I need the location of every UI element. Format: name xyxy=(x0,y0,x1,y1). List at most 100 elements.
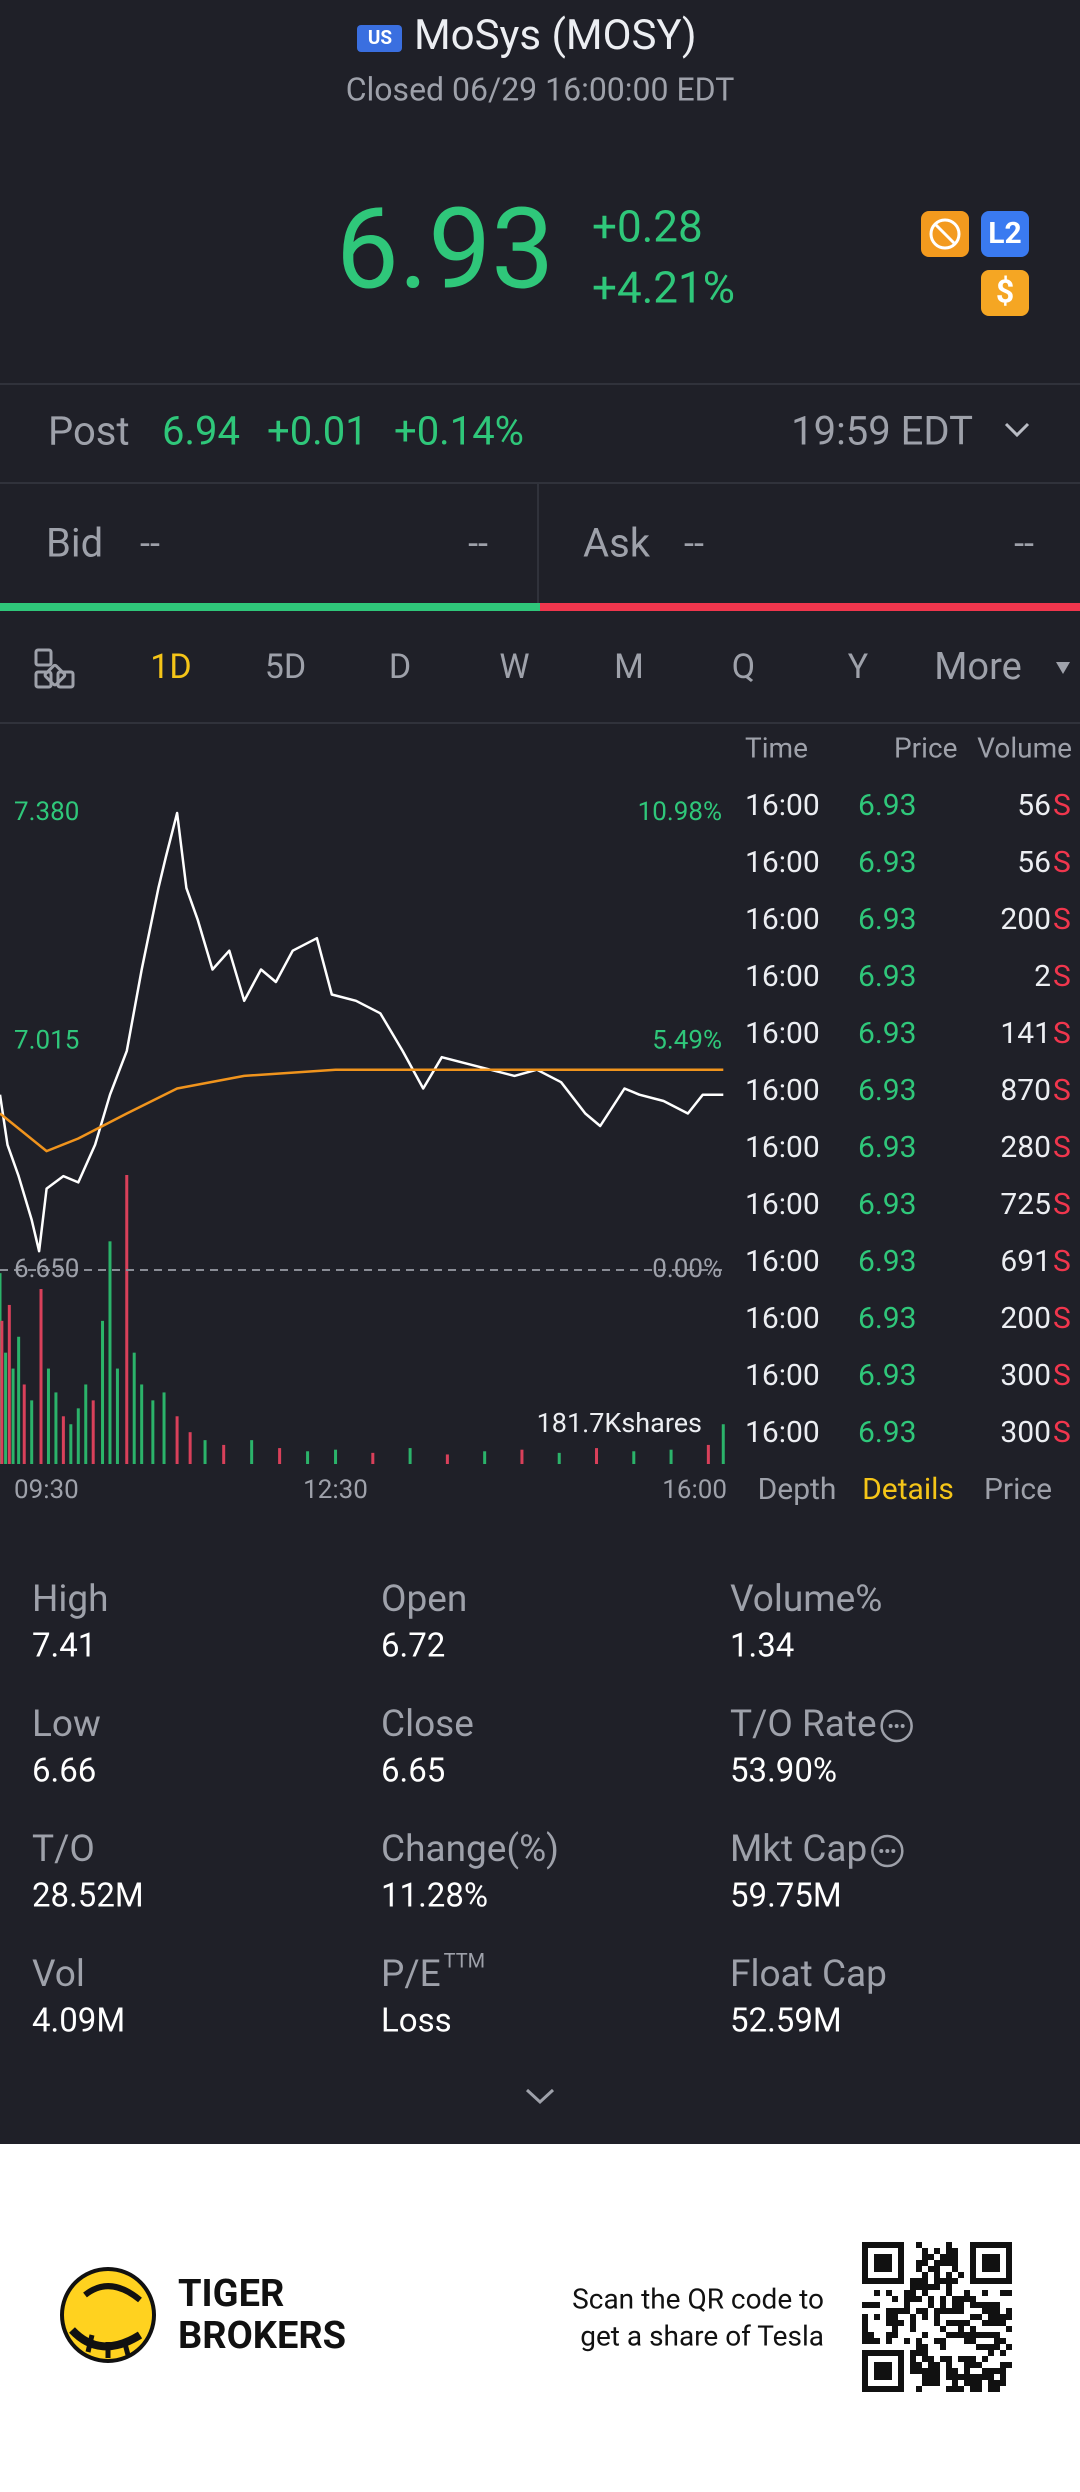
stat-value: 11.28% xyxy=(381,1877,488,1916)
info-icon[interactable] xyxy=(880,1709,913,1743)
qr-module xyxy=(892,2308,898,2314)
qr-module xyxy=(898,2350,904,2356)
qr-module xyxy=(898,2308,904,2314)
ask-label: Ask xyxy=(583,520,651,567)
qr-module xyxy=(958,2374,964,2380)
timeframe-tab[interactable]: More xyxy=(934,645,1022,689)
timeframe-tab[interactable]: W xyxy=(499,647,529,687)
qr-module xyxy=(940,2326,946,2332)
qr-module xyxy=(952,2302,958,2308)
volume-bar xyxy=(203,1440,207,1464)
layout-icon[interactable] xyxy=(34,648,75,689)
volume-bar xyxy=(175,1416,179,1464)
qr-module xyxy=(928,2380,934,2386)
qr-module xyxy=(862,2386,868,2392)
qr-module xyxy=(946,2362,952,2368)
timeframe-tab[interactable]: D xyxy=(389,647,411,687)
qr-module xyxy=(970,2266,976,2272)
trade-side: S xyxy=(1053,1130,1071,1165)
qr-module xyxy=(898,2374,904,2380)
trade-side: S xyxy=(1053,788,1071,823)
qr-module xyxy=(970,2254,976,2260)
qr-module xyxy=(916,2296,922,2302)
post-expand[interactable] xyxy=(1004,422,1030,438)
trade-time: 16:00 xyxy=(745,1358,820,1393)
qr-module xyxy=(982,2332,988,2338)
qr-module xyxy=(1006,2290,1012,2296)
qr-module xyxy=(988,2260,994,2266)
qr-module xyxy=(958,2302,964,2308)
qr-module xyxy=(1000,2242,1006,2248)
volume-bar xyxy=(250,1440,254,1464)
qr-module xyxy=(862,2380,868,2386)
qr-module xyxy=(952,2266,958,2272)
promo-panel xyxy=(0,2144,1080,2492)
trade-tab[interactable]: Details xyxy=(862,1472,954,1507)
volume-bar xyxy=(371,1452,375,1464)
trade-volume: 141 xyxy=(1000,1016,1051,1051)
trade-price: 6.93 xyxy=(858,959,917,994)
y-tick-label: 6.650 xyxy=(14,1254,79,1284)
qr-module xyxy=(958,2320,964,2326)
trade-side: S xyxy=(1053,1415,1071,1450)
trade-volume: 870 xyxy=(1000,1073,1051,1108)
price: 6.93 xyxy=(336,185,554,316)
trade-time: 16:00 xyxy=(745,1187,820,1222)
volume-bar xyxy=(61,1416,65,1464)
qr-module xyxy=(934,2338,940,2344)
qr-module xyxy=(988,2266,994,2272)
timeframe-tab[interactable]: M xyxy=(614,647,644,687)
expand-stats[interactable] xyxy=(525,2088,555,2105)
qr-module xyxy=(898,2272,904,2278)
trade-volume: 200 xyxy=(1000,902,1051,937)
info-icon[interactable] xyxy=(871,1834,904,1868)
qr-module xyxy=(886,2362,892,2368)
qr-module xyxy=(910,2368,916,2374)
timeframe-tab[interactable]: Q xyxy=(732,647,755,687)
qr-module xyxy=(898,2260,904,2266)
qr-module xyxy=(964,2362,970,2368)
qr-module xyxy=(886,2242,892,2248)
stat-label: Volume% xyxy=(730,1578,882,1621)
trade-tab[interactable]: Price xyxy=(984,1472,1052,1507)
stat-value: 6.66 xyxy=(32,1752,96,1791)
qr-module xyxy=(892,2386,898,2392)
qr-module xyxy=(982,2260,988,2266)
volume-bar xyxy=(69,1424,73,1464)
stat-value: 6.72 xyxy=(381,1627,445,1666)
qr-module xyxy=(1000,2380,1006,2386)
qr-module xyxy=(970,2356,976,2362)
timeframe-tab[interactable]: Y xyxy=(848,647,869,687)
qr-module xyxy=(934,2278,940,2284)
qr-module xyxy=(1006,2314,1012,2320)
qr-module xyxy=(916,2308,922,2314)
trade-time: 16:00 xyxy=(745,1301,820,1336)
timeframe-tab[interactable]: 5D xyxy=(265,647,306,687)
qr-module xyxy=(970,2326,976,2332)
trade-price: 6.93 xyxy=(858,1073,917,1108)
qr-module xyxy=(862,2302,868,2308)
qr-module xyxy=(988,2380,994,2386)
market-badge-bg xyxy=(357,25,402,52)
qr-module xyxy=(898,2362,904,2368)
volume-scale-label: 181.7Kshares xyxy=(537,1407,702,1439)
qr-module xyxy=(940,2356,946,2362)
qr-module xyxy=(988,2386,994,2392)
volume-bar xyxy=(11,1368,15,1464)
qr-module xyxy=(886,2350,892,2356)
qr-module xyxy=(988,2374,994,2380)
qr-module xyxy=(934,2368,940,2374)
qr-module xyxy=(946,2368,952,2374)
timeframe-tab[interactable]: 1D xyxy=(150,647,191,687)
qr-module xyxy=(982,2278,988,2284)
trade-tab[interactable]: Depth xyxy=(758,1472,837,1507)
qr-module xyxy=(898,2320,904,2326)
qr-module xyxy=(976,2374,982,2380)
qr-module xyxy=(928,2302,934,2308)
more-arrow[interactable] xyxy=(1056,662,1070,674)
qr-module xyxy=(946,2332,952,2338)
trade-volume: 300 xyxy=(1000,1415,1051,1450)
volume-bar xyxy=(115,1368,119,1464)
trade-time: 16:00 xyxy=(745,1244,820,1279)
